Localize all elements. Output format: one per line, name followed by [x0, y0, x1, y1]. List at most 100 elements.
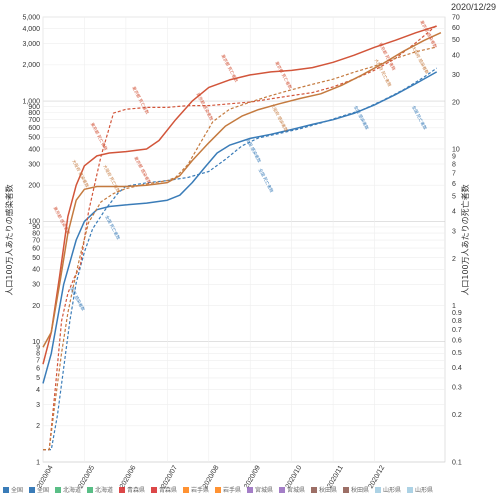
right-tick-label: 0.4: [452, 365, 462, 372]
legend-label: 宮城県: [255, 486, 273, 494]
legend-swatch: [279, 487, 285, 493]
series-layer: [42, 24, 442, 451]
left-axis-title: 人口100万人あたりの感染者数: [4, 184, 14, 295]
legend-item[interactable]: 岩手県: [215, 486, 241, 494]
left-tick-label: 9: [36, 345, 40, 352]
legend-item[interactable]: 秋田県: [343, 486, 369, 494]
right-tick-label: 70: [452, 14, 460, 21]
legend-item[interactable]: 宮城県: [279, 486, 305, 494]
x-tick-label: 2020/11: [326, 464, 345, 489]
legend-item[interactable]: 青森県: [119, 486, 145, 494]
left-tick-label: 2,000: [22, 62, 40, 69]
x-tick-label: 2020/05: [77, 464, 96, 490]
left-tick-label: 500: [28, 135, 40, 142]
left-tick-label: 3: [36, 402, 40, 409]
legend-item[interactable]: 青森県: [151, 486, 177, 494]
legend-swatch: [375, 487, 381, 493]
legend-swatch: [407, 487, 413, 493]
left-tick-label: 80: [32, 230, 40, 237]
series-line: [43, 46, 437, 451]
legend-swatch: [87, 487, 93, 493]
grid-layer: [42, 16, 446, 463]
series-annotation: 大阪府 感染者数: [269, 103, 290, 134]
left-tick-label: 70: [32, 237, 40, 244]
left-tick-label: 40: [32, 267, 40, 274]
right-tick-label: 10: [452, 146, 460, 153]
right-tick-label: 0.9: [452, 310, 462, 317]
legend-swatch: [55, 487, 61, 493]
right-tick-label: 4: [452, 209, 456, 216]
series-annotation: 東京都 感染者数: [195, 91, 216, 122]
series-line: [43, 67, 438, 451]
legend-label: 山形県: [415, 486, 433, 494]
legend-swatch: [119, 487, 125, 493]
left-tick-label: 1: [36, 459, 40, 466]
left-tick-label: 3,000: [22, 41, 40, 48]
series-annotation: 東京都 感染者数: [132, 155, 153, 186]
left-tick-label: 900: [28, 104, 40, 111]
left-tick-label: 7: [36, 358, 40, 365]
legend-label: 秋田県: [351, 486, 369, 494]
x-tick-label: 2020/06: [119, 464, 138, 490]
right-tick-label: 30: [452, 72, 460, 79]
legend: 全国 全国 北海道 北海道 青森県 青森県 岩手県 岩手県 宮城県 宮城県 秋田県 秋田県 山形県 山形県: [3, 486, 433, 494]
right-tick-label: 40: [452, 52, 460, 59]
legend-swatch: [183, 487, 189, 493]
right-tick-label: 0.8: [452, 318, 462, 325]
legend-item[interactable]: 宮城県: [247, 486, 273, 494]
legend-label: 岩手県: [223, 486, 241, 494]
legend-item[interactable]: 全国: [3, 486, 23, 494]
legend-item[interactable]: 北海道: [55, 486, 81, 494]
right-tick-label: 9: [452, 154, 456, 161]
legend-swatch: [215, 487, 221, 493]
legend-item[interactable]: 全国: [29, 486, 49, 494]
x-axis-ticks: 2020/04 2020/05 2020/06 2020/07 2020/08 2020/…: [36, 464, 386, 490]
legend-swatch: [151, 487, 157, 493]
right-tick-label: 8: [452, 162, 456, 169]
left-tick-label: 5,000: [22, 14, 40, 21]
series-line: [42, 71, 438, 384]
left-tick-label: 8: [36, 351, 40, 358]
legend-item[interactable]: 岩手県: [183, 486, 209, 494]
left-tick-label: 60: [32, 245, 40, 252]
left-tick-label: 100: [28, 219, 40, 226]
left-tick-label: 200: [28, 182, 40, 189]
x-tick-label: 2020/12: [368, 464, 387, 490]
series-line: [42, 25, 437, 365]
legend-item[interactable]: 北海道: [87, 486, 113, 494]
legend-label: 北海道: [95, 486, 113, 494]
left-tick-label: 1,000: [22, 98, 40, 105]
legend-label: 全国: [11, 486, 23, 494]
legend-label: 青森県: [127, 486, 145, 494]
series-annotation: 大阪府 死亡者数: [101, 163, 122, 194]
left-tick-label: 700: [28, 117, 40, 124]
left-tick-label: 400: [28, 146, 40, 153]
legend-item[interactable]: 山形県: [407, 486, 433, 494]
legend-label: 宮城県: [287, 486, 305, 494]
legend-item[interactable]: 山形県: [375, 486, 401, 494]
right-tick-label: 6: [452, 181, 456, 188]
date-label: 2020/12/29: [451, 2, 496, 12]
series-annotation: 全国 死亡者数: [257, 167, 276, 194]
right-tick-label: 50: [452, 37, 460, 44]
series-line: [42, 32, 442, 348]
right-tick-label: 0.2: [452, 412, 462, 419]
legend-label: 山形県: [383, 486, 401, 494]
left-tick-label: 6: [36, 366, 40, 373]
legend-label: 青森県: [159, 486, 177, 494]
right-tick-label: 1: [452, 303, 456, 310]
right-tick-label: 0.1: [452, 459, 462, 466]
left-tick-label: 10: [32, 339, 40, 346]
legend-item[interactable]: 秋田県: [311, 486, 337, 494]
left-tick-label: 2: [36, 423, 40, 430]
x-tick-label: 2020/04: [36, 464, 55, 490]
x-tick-label: 2020/09: [243, 464, 262, 490]
right-tick-label: 0.6: [452, 338, 462, 345]
x-tick-label: 2020/07: [160, 464, 179, 490]
series-line: [43, 24, 438, 451]
right-tick-label: 0.7: [452, 327, 462, 334]
right-tick-label: 0.5: [452, 350, 462, 357]
